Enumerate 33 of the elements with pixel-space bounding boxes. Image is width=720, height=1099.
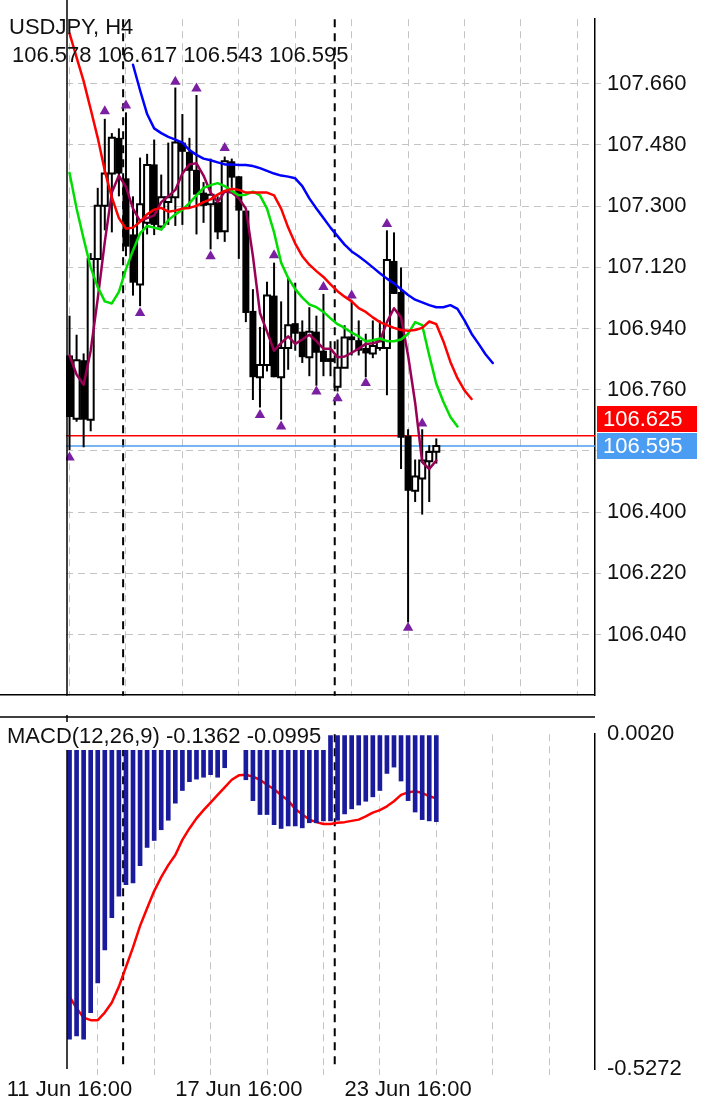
y-tick-label: 107.300 — [607, 192, 687, 218]
point — [134, 306, 146, 316]
point — [99, 105, 110, 115]
point — [268, 249, 280, 259]
y-tick-label: 107.120 — [607, 253, 687, 279]
point — [254, 408, 266, 418]
point — [275, 420, 287, 430]
y-tick-label: 106.940 — [607, 314, 687, 340]
y-tick-label: 106.400 — [607, 498, 687, 524]
y-tick-label: 107.480 — [607, 131, 687, 157]
point — [219, 142, 230, 152]
point — [205, 250, 216, 260]
point — [311, 385, 322, 395]
chart-title: MACD(12,26,9) -0.1362 -0.0995 — [3, 722, 327, 750]
y-tick-label: -0.5272 — [607, 1055, 682, 1081]
y-tick-label: 107.660 — [607, 69, 687, 95]
x-tick-label: 17 Jun 16:00 — [175, 1076, 303, 1099]
point — [170, 75, 181, 85]
ref-line-label: 106.595 — [603, 432, 683, 458]
point — [332, 392, 343, 402]
point — [120, 99, 132, 109]
x-tick-label: 23 Jun 16:00 — [344, 1076, 472, 1099]
point — [360, 377, 371, 386]
point — [318, 281, 329, 291]
x-tick-label: 11 Jun 16:00 — [6, 1076, 133, 1099]
point — [402, 621, 414, 631]
y-tick-label: 0.0020 — [607, 720, 675, 746]
y-tick-label: 106.220 — [607, 559, 687, 585]
y-tick-label: 106.760 — [607, 375, 687, 401]
point — [381, 217, 393, 227]
point — [191, 82, 202, 92]
y-tick-label: 106.040 — [607, 620, 687, 646]
ref-line-label: 106.625 — [603, 405, 683, 431]
